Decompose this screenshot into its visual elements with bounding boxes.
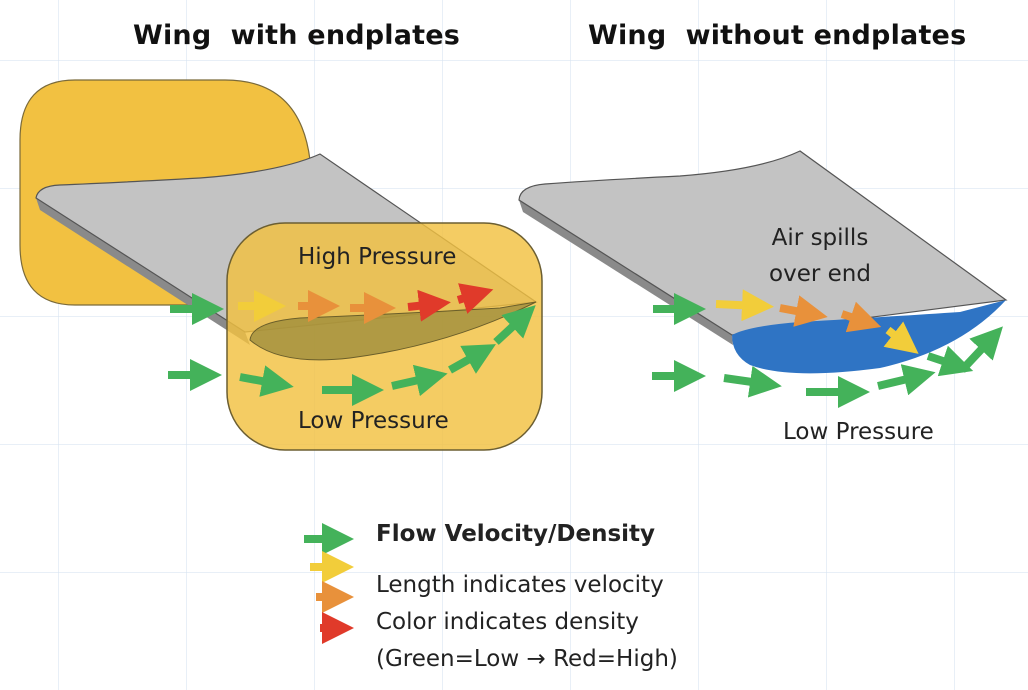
legend-title: Flow Velocity/Density: [376, 521, 656, 547]
flow-arrow-yellow: [715, 289, 774, 322]
legend-arrows: [304, 523, 354, 644]
flow-arrow-green: [493, 305, 536, 345]
flow-arrow-orange: [779, 295, 828, 327]
right-wing-surface: [518, 150, 1008, 336]
air-spill-line-2: over end: [769, 261, 871, 287]
flow-arrow-orange: [840, 301, 882, 333]
right-wing-group: [518, 150, 1008, 408]
low-pressure-label-right: Low Pressure: [783, 419, 934, 445]
high-pressure-label: High Pressure: [298, 244, 457, 270]
flow-arrow-green: [723, 365, 782, 398]
legend-line-velocity: Length indicates velocity: [376, 572, 664, 598]
flow-arrow-green: [959, 326, 1003, 373]
air-spill-label: Air spills over end: [740, 220, 900, 292]
flow-arrow-red: [407, 289, 451, 322]
flow-arrow-yellow: [883, 321, 919, 354]
left-panel-title: Wing with endplates: [133, 20, 461, 51]
low-pressure-label-left: Low Pressure: [298, 408, 449, 434]
flow-arrow-green: [239, 365, 294, 397]
flow-arrow-red: [456, 283, 494, 314]
right-panel-title: Wing without endplates: [588, 20, 967, 51]
left-wing-group: [19, 79, 543, 451]
flow-arrow-green: [877, 364, 936, 396]
airfoil-section: [249, 301, 537, 361]
flow-arrow-green: [391, 364, 448, 397]
tip-vortex-region: [732, 300, 1006, 374]
legend-line-density: Color indicates density: [376, 609, 639, 635]
flow-arrow-green: [448, 344, 496, 374]
legend-line-scale: (Green=Low → Red=High): [376, 646, 678, 672]
air-spill-line-1: Air spills: [771, 225, 869, 251]
flow-arrow-green: [926, 345, 974, 377]
